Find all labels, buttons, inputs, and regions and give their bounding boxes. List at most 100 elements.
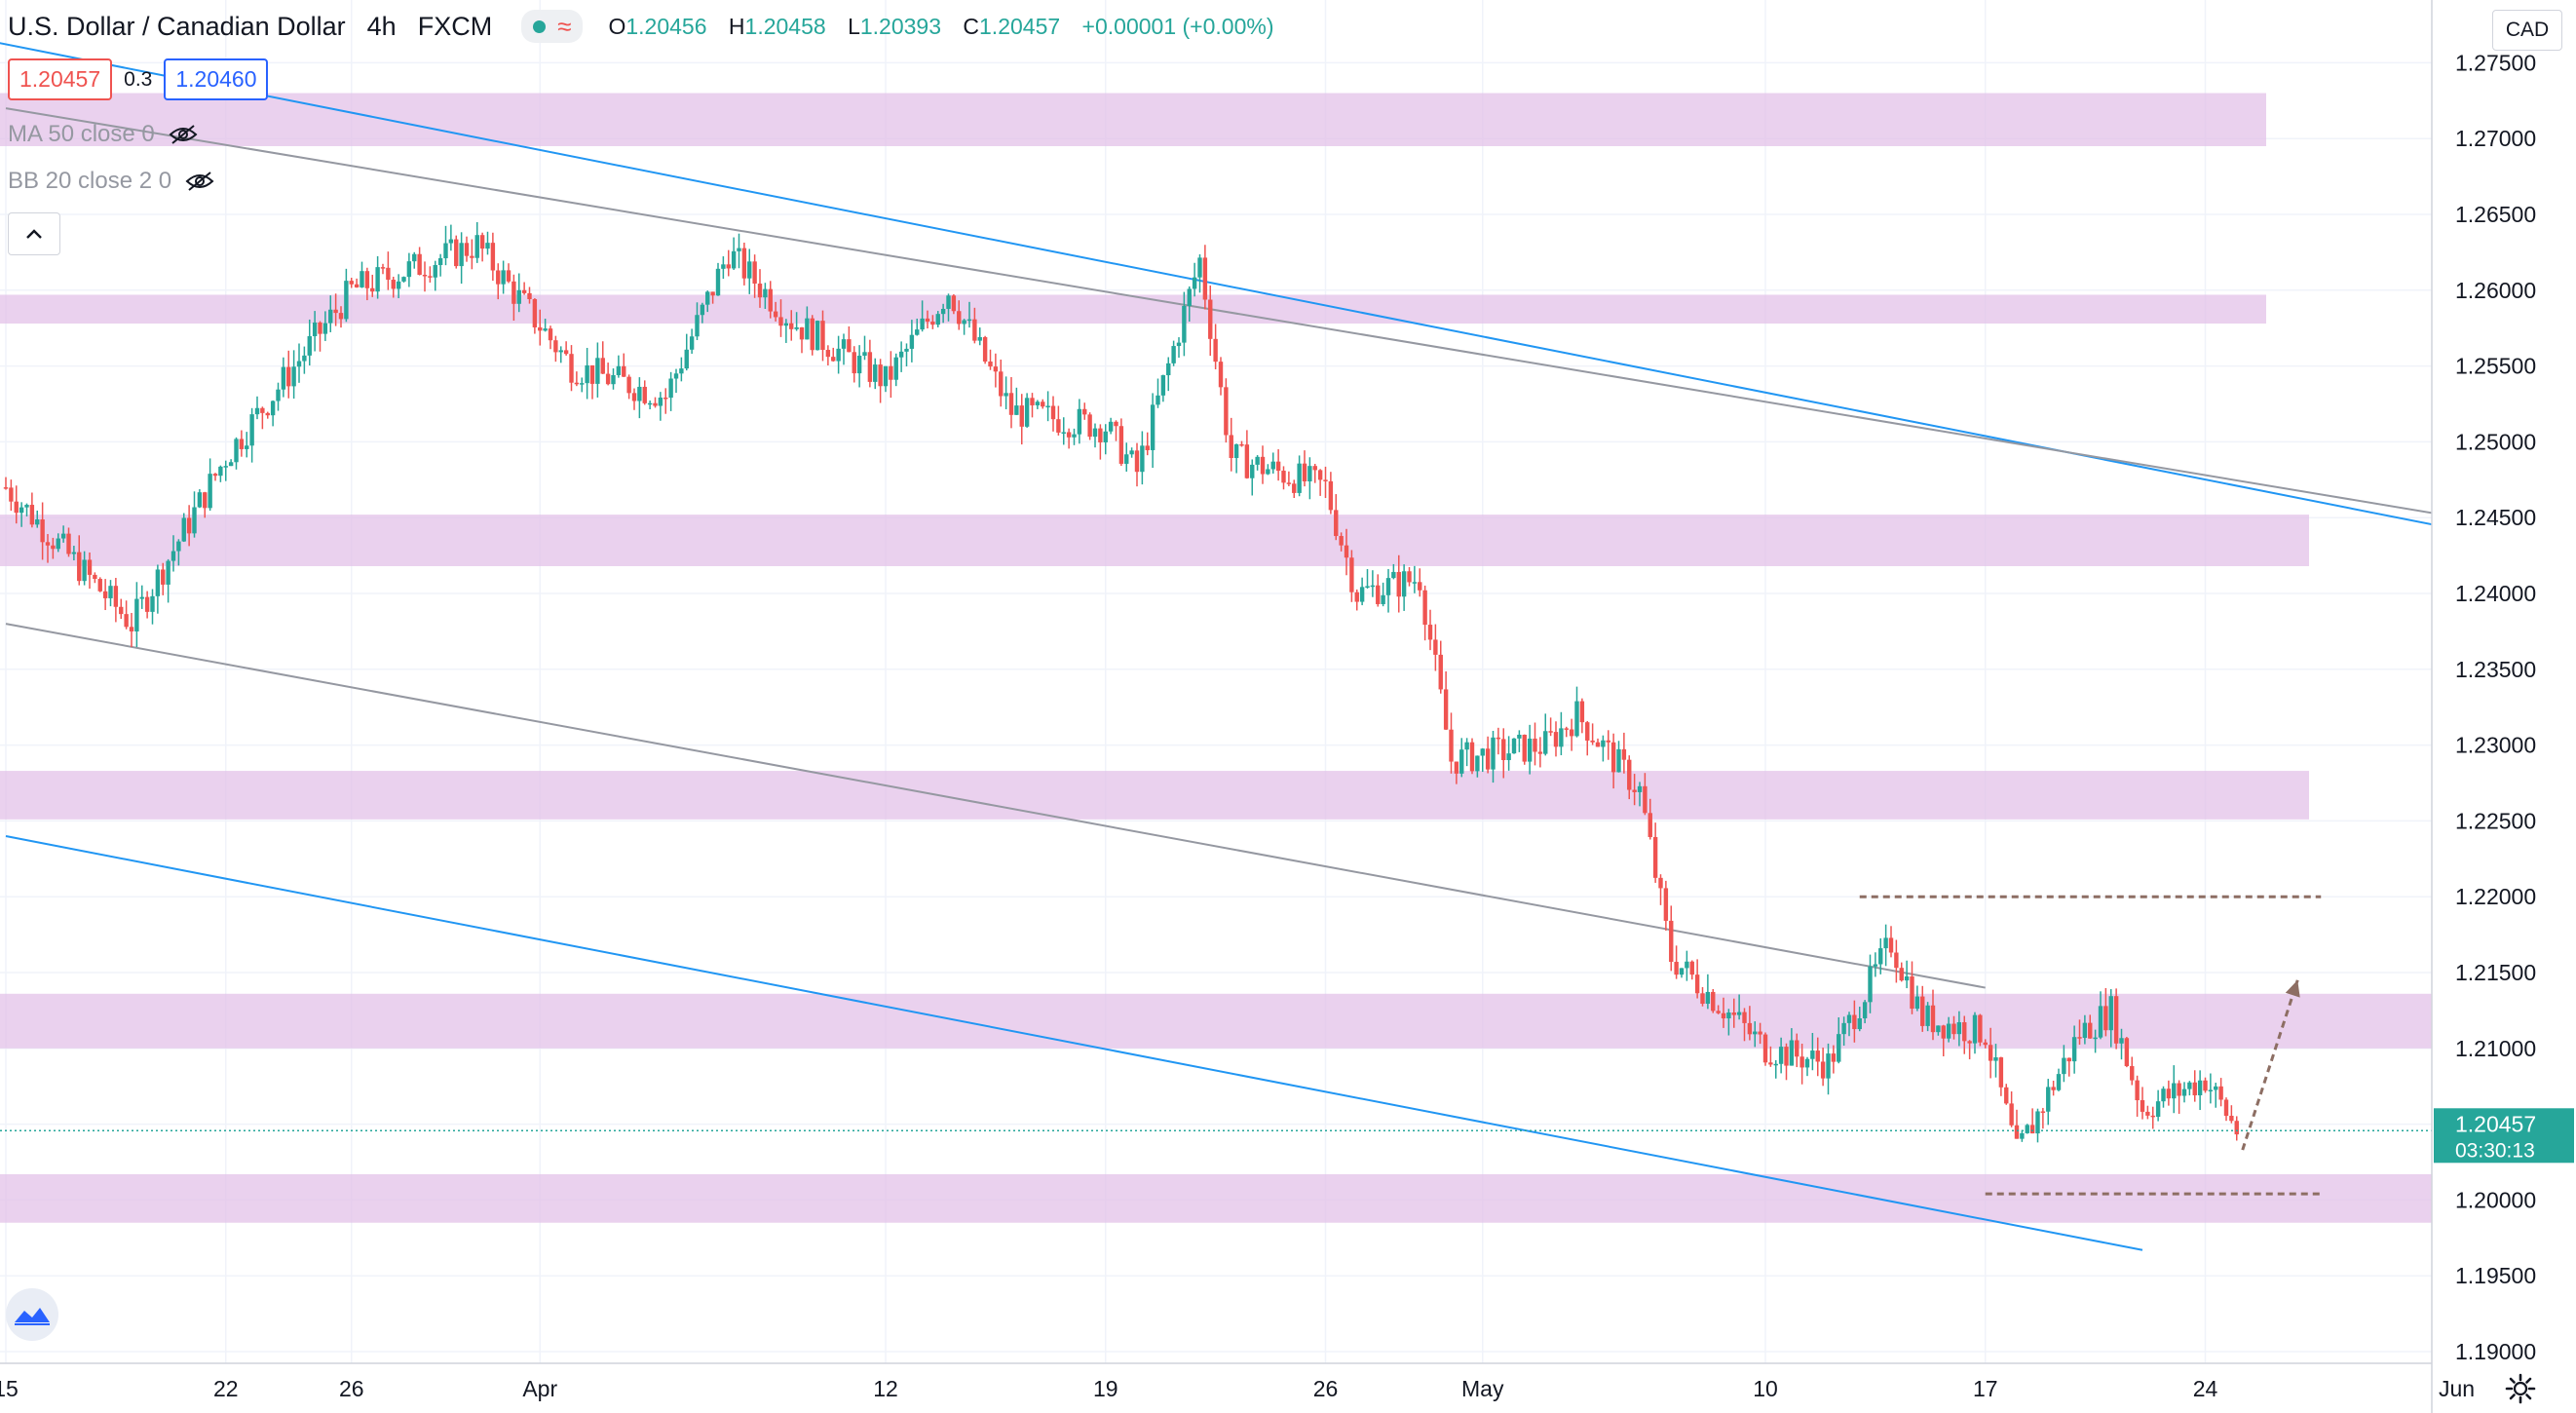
candle-body (1946, 1023, 1951, 1039)
candle-body (1192, 277, 1197, 289)
candle-body (1469, 742, 1475, 772)
trend-lines (0, 42, 2552, 1251)
candle-body (35, 519, 40, 525)
candle-body (448, 239, 454, 244)
candle-body (2025, 1125, 2029, 1133)
time-tick-label: 22 (213, 1376, 239, 1401)
candle-body (1302, 463, 1307, 481)
sell-button[interactable]: 1.20457 (8, 58, 113, 100)
candle-body (1035, 401, 1041, 405)
candle-body (1485, 748, 1491, 770)
currency-button[interactable]: CAD (2492, 10, 2562, 51)
candle-body (60, 533, 66, 539)
candle-body (161, 569, 166, 585)
candle-body (1160, 375, 1166, 396)
candle-body (328, 309, 333, 324)
candle-body (2177, 1083, 2181, 1096)
candle-body (1590, 740, 1595, 743)
candle-body (260, 407, 265, 413)
candle-body (1637, 785, 1643, 792)
candle-body (2035, 1111, 2040, 1134)
time-tick-label: 26 (339, 1376, 364, 1401)
candle-body (516, 289, 521, 304)
price-zone (0, 515, 2309, 566)
candle-body (1475, 755, 1480, 772)
candle-body (1894, 952, 1899, 969)
candle-body (124, 614, 129, 628)
candle-body (710, 291, 715, 296)
trend-line (5, 107, 2552, 534)
candle-body (134, 598, 139, 631)
candle-body (1711, 991, 1716, 1012)
tradingview-logo-icon[interactable] (6, 1288, 58, 1341)
candle-body (1281, 471, 1286, 483)
candle-body (286, 366, 291, 387)
candle-body (417, 253, 422, 275)
candle-body (144, 596, 150, 612)
candle-body (2029, 1125, 2035, 1134)
candle-body (820, 321, 825, 351)
candle-body (789, 323, 794, 329)
candle-body (1323, 479, 1328, 481)
candle-body (1799, 1056, 1804, 1068)
candle-body (527, 292, 532, 299)
candle-body (1098, 428, 1103, 442)
settings-gear-icon[interactable] (2504, 1372, 2537, 1405)
indicator-ma[interactable]: MA 50 close 0 (8, 121, 198, 148)
candle-body (1643, 785, 1648, 814)
collapse-legend-button[interactable] (8, 212, 60, 255)
candle-body (1087, 414, 1092, 438)
time-tick-label: 15 (0, 1376, 19, 1401)
candle-body (1831, 1053, 1837, 1062)
price-tick-label: 1.27500 (2455, 50, 2536, 75)
candle-body (993, 366, 999, 372)
candle-body (731, 250, 737, 269)
candle-body (1459, 749, 1464, 774)
candle-body (595, 358, 600, 384)
candle-body (637, 386, 642, 401)
candle-body (506, 270, 511, 282)
candle-body (1837, 1034, 1841, 1062)
interval-label[interactable]: 4h (366, 11, 397, 41)
candle-body (1008, 393, 1014, 415)
projection-arrow (2241, 979, 2299, 1151)
symbol-legend[interactable]: U.S. Dollar / Canadian Dollar 4h FXCM ≈ … (8, 10, 1289, 43)
buy-button[interactable]: 1.20460 (164, 58, 269, 100)
candle-body (1150, 404, 1155, 450)
price-zone (0, 93, 2266, 146)
candle-body (150, 595, 155, 612)
market-status[interactable]: ≈ (521, 10, 584, 43)
candle-body (1685, 961, 1689, 969)
candle-body (1129, 450, 1134, 455)
candle-body (1930, 1005, 1936, 1033)
candle-body (1522, 734, 1527, 762)
candle-body (1155, 395, 1160, 405)
candle-body (1705, 991, 1711, 1005)
candle-body (883, 365, 889, 387)
candle-body (2071, 1037, 2077, 1062)
candle-body (1041, 401, 1045, 407)
candle-body (946, 295, 951, 309)
candle-body (1297, 463, 1302, 493)
candle-body (972, 319, 977, 341)
hidden-eye-icon[interactable] (185, 171, 214, 192)
candle-body (521, 289, 527, 293)
candle-body (2040, 1111, 2046, 1113)
candle-body (437, 258, 443, 265)
indicator-bb[interactable]: BB 20 close 2 0 (8, 168, 214, 195)
price-tick-label: 1.25000 (2455, 429, 2536, 454)
candle-body (1564, 728, 1569, 730)
candle-body (1275, 461, 1281, 472)
hidden-eye-icon[interactable] (169, 124, 198, 145)
candle-body (2098, 1006, 2103, 1038)
candle-body (2103, 1006, 2108, 1031)
candle-body (139, 596, 144, 599)
candle-body (108, 586, 113, 598)
candle-body (1632, 789, 1637, 792)
candle-body (501, 270, 506, 285)
symbol-name[interactable]: U.S. Dollar / Canadian Dollar (8, 11, 346, 41)
candle-body (245, 445, 249, 449)
candle-body (2181, 1088, 2187, 1096)
candle-body (1365, 586, 1370, 588)
